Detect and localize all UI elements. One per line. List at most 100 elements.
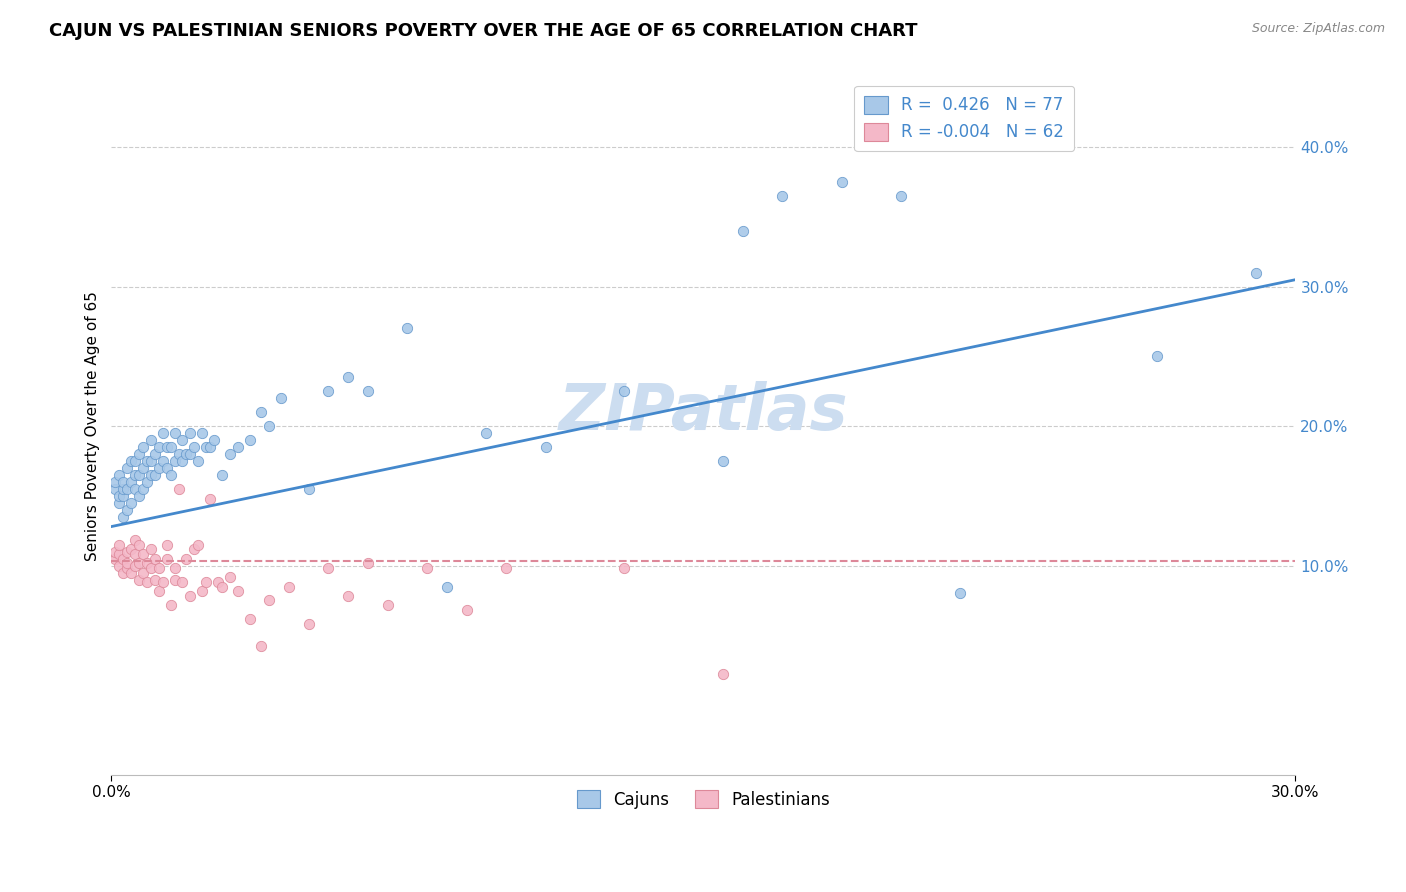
Y-axis label: Seniors Poverty Over the Age of 65: Seniors Poverty Over the Age of 65 xyxy=(86,291,100,561)
Point xyxy=(172,575,194,590)
Point xyxy=(120,496,142,510)
Point xyxy=(298,617,321,632)
Point xyxy=(139,467,162,482)
Point xyxy=(163,561,186,575)
Point xyxy=(128,447,150,461)
Point xyxy=(259,593,281,607)
Point xyxy=(132,461,155,475)
Point xyxy=(124,482,146,496)
Point xyxy=(120,475,142,489)
Point xyxy=(179,589,201,603)
Point xyxy=(159,467,181,482)
Point xyxy=(112,489,135,503)
Point xyxy=(128,538,150,552)
Point xyxy=(112,551,135,566)
Point xyxy=(108,489,131,503)
Point xyxy=(176,551,198,566)
Point xyxy=(183,541,205,556)
Point xyxy=(318,384,340,399)
Point xyxy=(120,566,142,580)
Point xyxy=(124,548,146,562)
Point xyxy=(115,461,138,475)
Point xyxy=(770,189,793,203)
Point xyxy=(357,384,380,399)
Point xyxy=(156,538,179,552)
Point xyxy=(124,467,146,482)
Point xyxy=(108,548,131,562)
Point xyxy=(104,475,127,489)
Point xyxy=(534,440,557,454)
Point xyxy=(115,556,138,570)
Point xyxy=(148,440,170,454)
Point xyxy=(143,551,166,566)
Point xyxy=(128,467,150,482)
Point xyxy=(226,440,249,454)
Point xyxy=(191,426,214,441)
Point xyxy=(104,551,127,566)
Point xyxy=(152,575,174,590)
Point xyxy=(108,538,131,552)
Point xyxy=(831,175,853,189)
Point xyxy=(136,575,159,590)
Point xyxy=(136,475,159,489)
Point xyxy=(159,598,181,612)
Point xyxy=(139,561,162,575)
Point xyxy=(711,454,734,468)
Point xyxy=(132,566,155,580)
Point xyxy=(436,580,458,594)
Point xyxy=(104,544,127,558)
Point xyxy=(167,447,190,461)
Point xyxy=(1244,266,1267,280)
Point xyxy=(475,426,498,441)
Point xyxy=(112,475,135,489)
Point xyxy=(187,538,209,552)
Point xyxy=(172,454,194,468)
Point xyxy=(167,482,190,496)
Point xyxy=(139,541,162,556)
Point xyxy=(298,482,321,496)
Point xyxy=(124,558,146,573)
Point xyxy=(495,561,517,575)
Point xyxy=(250,405,273,419)
Point xyxy=(218,447,240,461)
Point xyxy=(179,426,201,441)
Point xyxy=(159,440,181,454)
Point xyxy=(108,558,131,573)
Point xyxy=(120,454,142,468)
Point xyxy=(139,454,162,468)
Point xyxy=(163,573,186,587)
Point xyxy=(357,556,380,570)
Point xyxy=(1146,350,1168,364)
Point xyxy=(143,447,166,461)
Point xyxy=(613,384,636,399)
Point xyxy=(132,440,155,454)
Point xyxy=(132,548,155,562)
Point xyxy=(112,482,135,496)
Point xyxy=(198,491,221,506)
Point xyxy=(148,561,170,575)
Point xyxy=(191,583,214,598)
Point xyxy=(115,503,138,517)
Point xyxy=(156,440,179,454)
Point xyxy=(136,556,159,570)
Point xyxy=(156,551,179,566)
Point xyxy=(124,533,146,548)
Point xyxy=(115,544,138,558)
Point xyxy=(124,454,146,468)
Point xyxy=(115,561,138,575)
Text: Source: ZipAtlas.com: Source: ZipAtlas.com xyxy=(1251,22,1385,36)
Point xyxy=(156,461,179,475)
Point xyxy=(613,561,636,575)
Point xyxy=(179,447,201,461)
Point xyxy=(148,461,170,475)
Point xyxy=(337,589,360,603)
Point xyxy=(207,575,229,590)
Point xyxy=(143,573,166,587)
Point xyxy=(120,541,142,556)
Text: CAJUN VS PALESTINIAN SENIORS POVERTY OVER THE AGE OF 65 CORRELATION CHART: CAJUN VS PALESTINIAN SENIORS POVERTY OVE… xyxy=(49,22,918,40)
Point xyxy=(337,370,360,384)
Point xyxy=(143,467,166,482)
Point xyxy=(183,440,205,454)
Point xyxy=(187,454,209,468)
Legend: Cajuns, Palestinians: Cajuns, Palestinians xyxy=(571,783,837,815)
